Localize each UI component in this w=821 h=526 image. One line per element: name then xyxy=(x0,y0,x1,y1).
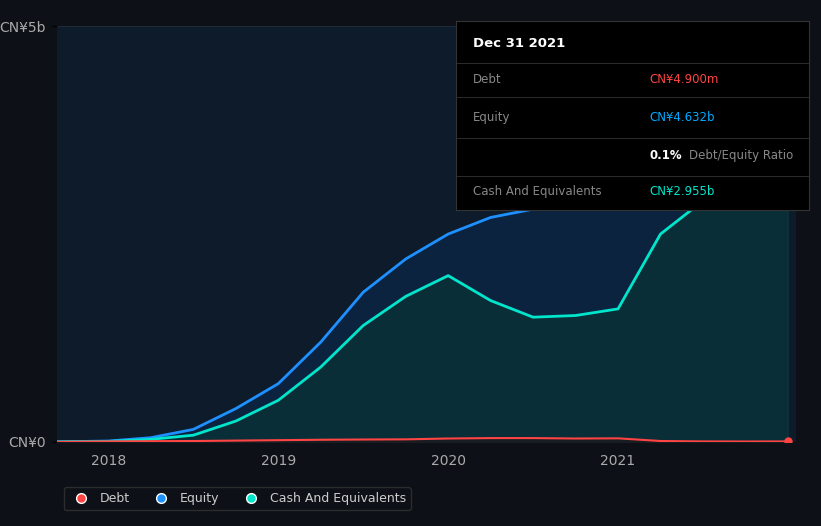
Text: 0.1%: 0.1% xyxy=(650,149,682,162)
Text: CN¥4.900m: CN¥4.900m xyxy=(650,73,719,86)
Text: Dec 31 2021: Dec 31 2021 xyxy=(474,37,566,50)
Text: Cash And Equivalents: Cash And Equivalents xyxy=(474,185,602,198)
Text: Debt: Debt xyxy=(474,73,502,86)
Text: CN¥4.632b: CN¥4.632b xyxy=(650,111,715,124)
Legend: Debt, Equity, Cash And Equivalents: Debt, Equity, Cash And Equivalents xyxy=(64,488,410,510)
Text: Debt/Equity Ratio: Debt/Equity Ratio xyxy=(689,149,793,162)
Text: Equity: Equity xyxy=(474,111,511,124)
Text: CN¥2.955b: CN¥2.955b xyxy=(650,185,715,198)
